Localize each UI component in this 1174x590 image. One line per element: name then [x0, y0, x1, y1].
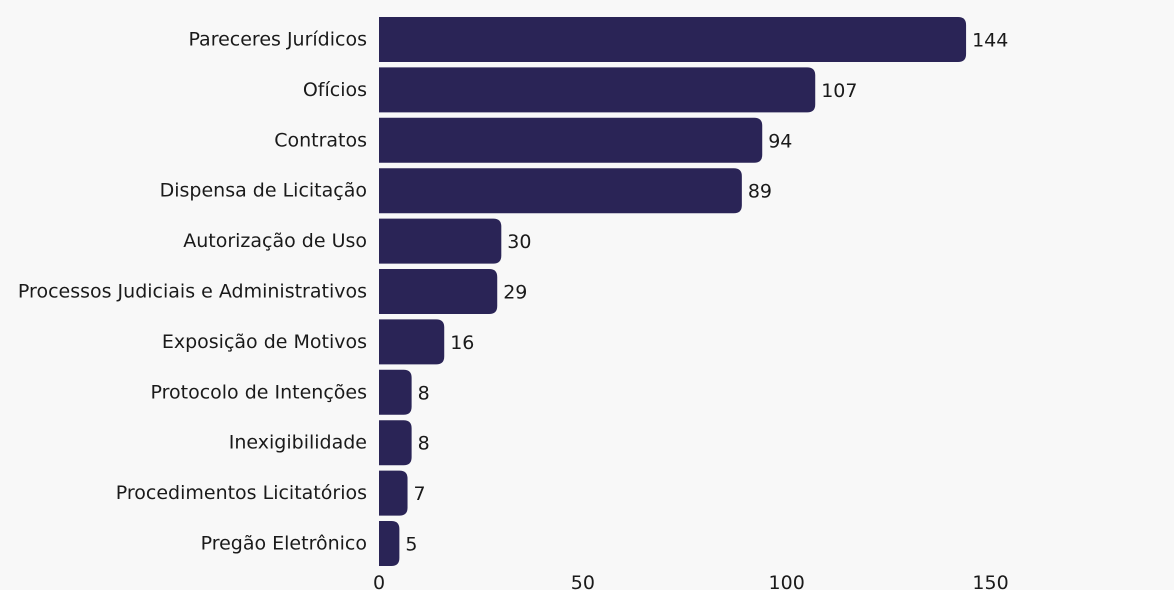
data-label: 144 — [972, 30, 1008, 52]
x-tick-label: 0 — [373, 572, 385, 590]
category-label: Processos Judiciais e Administrativos — [18, 281, 367, 303]
data-label: 7 — [414, 483, 426, 505]
category-label: Contratos — [274, 129, 367, 151]
x-axis: 0 50 100 150 — [373, 572, 1009, 590]
category-label: Ofícios — [303, 79, 367, 101]
bar — [379, 218, 502, 264]
x-tick-label: 100 — [769, 572, 805, 590]
category-label: Autorização de Uso — [183, 230, 367, 252]
data-label: 30 — [507, 231, 531, 253]
value-labels-layer: 144 107 94 89 30 29 16 8 8 7 5 — [405, 30, 1008, 556]
category-label: Procedimentos Licitatórios — [116, 482, 367, 504]
category-label: Protocolo de Intenções — [150, 381, 367, 403]
bar — [379, 117, 763, 163]
data-label: 107 — [821, 80, 857, 102]
category-label: Pareceres Jurídicos — [188, 29, 367, 51]
data-label: 5 — [405, 534, 417, 556]
category-label: Dispensa de Licitação — [160, 180, 367, 202]
bars-layer — [379, 17, 967, 566]
x-tick-label: 50 — [571, 572, 595, 590]
category-label: Pregão Eletrônico — [201, 533, 367, 555]
bar — [379, 420, 412, 466]
data-label: 8 — [418, 433, 430, 455]
bar — [379, 67, 816, 113]
bar — [379, 168, 742, 214]
data-label: 16 — [450, 332, 474, 354]
data-label: 89 — [748, 181, 772, 203]
data-label: 8 — [418, 382, 430, 404]
data-label: 94 — [768, 130, 792, 152]
data-label: 29 — [503, 282, 527, 304]
bar — [379, 470, 408, 516]
bar — [379, 17, 967, 62]
bar — [379, 269, 498, 314]
category-label: Inexigibilidade — [229, 432, 367, 454]
category-labels-layer: Pareceres Jurídicos Ofícios Contratos Dispe… — [18, 29, 367, 555]
bar — [379, 369, 412, 415]
bar — [379, 521, 400, 566]
category-label: Exposição de Motivos — [162, 331, 367, 353]
x-tick-label: 150 — [972, 572, 1008, 590]
bar — [379, 319, 445, 365]
